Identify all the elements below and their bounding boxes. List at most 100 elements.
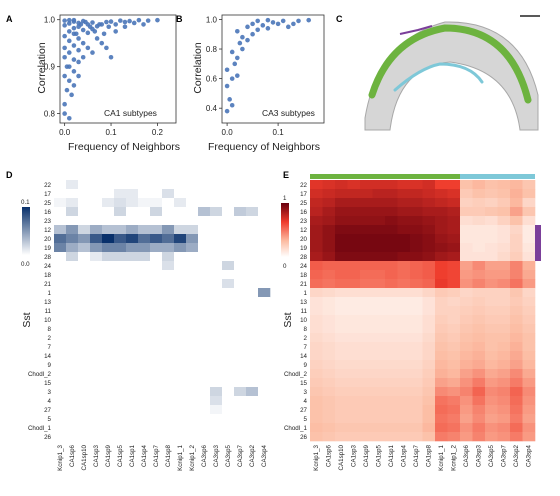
panel-d-cell xyxy=(258,234,271,244)
panel-e-cell xyxy=(510,432,523,442)
panel-e-cell xyxy=(460,279,473,289)
panel-d-cell xyxy=(150,387,163,397)
panel-e-cell xyxy=(497,288,511,298)
panel-d-cell xyxy=(102,387,115,397)
panel-d-cell xyxy=(138,396,151,406)
panel-d-cell xyxy=(102,342,115,352)
panel-e-cell xyxy=(435,396,448,406)
panel-d-cell xyxy=(186,261,199,271)
panel-e-row-label: 21 xyxy=(300,281,307,288)
panel-b-ytick-label: 0.4 xyxy=(206,104,218,113)
panel-d-cell xyxy=(54,279,67,289)
panel-e-row-label: 18 xyxy=(300,272,307,279)
panel-e-cell xyxy=(410,261,423,271)
panel-e-cell xyxy=(385,306,398,316)
panel-e-cell xyxy=(510,423,523,433)
panel-d-cell xyxy=(54,261,67,271)
panel-d-cell xyxy=(210,351,223,361)
panel-d-cell xyxy=(150,414,163,424)
panel-d-cell xyxy=(90,288,103,298)
panel-d-cell xyxy=(198,261,211,271)
panel-b-point xyxy=(291,21,296,27)
panel-d-cell xyxy=(150,405,163,415)
panel-d-cell xyxy=(174,261,187,271)
panel-e-cell xyxy=(447,243,461,253)
panel-d-cell xyxy=(114,414,127,424)
panel-e-cell xyxy=(410,333,423,343)
panel-e-cell xyxy=(322,189,336,199)
panel-d-cell xyxy=(246,306,259,316)
panel-d-cell xyxy=(78,207,91,217)
panel-e-cell xyxy=(510,207,523,217)
panel-d-cell xyxy=(198,387,211,397)
panel-e-cell xyxy=(485,270,498,280)
panel-e-cell xyxy=(472,207,486,217)
panel-d-cell xyxy=(198,297,211,307)
panel-d-cell xyxy=(150,333,163,343)
panel-d-cell xyxy=(198,279,211,289)
panel-d-cell xyxy=(162,252,175,262)
panel-d-cell xyxy=(66,279,79,289)
panel-e-cell xyxy=(385,243,398,253)
panel-d-cell xyxy=(126,387,139,397)
panel-d-cell xyxy=(114,342,127,352)
panel-e-cell xyxy=(347,216,361,226)
panel-e-cell xyxy=(372,234,386,244)
panel-e-cell xyxy=(335,198,348,208)
panel-d-cell xyxy=(90,315,103,325)
panel-e-cell xyxy=(447,432,461,442)
panel-d-cell xyxy=(78,423,91,433)
panel-e-colorbar-bottom: 0 xyxy=(283,263,287,270)
panel-d-cell xyxy=(234,225,247,235)
panel-a-ytick-label: 0.8 xyxy=(44,110,56,119)
panel-d-cell xyxy=(222,252,235,262)
panel-e-cell xyxy=(322,306,336,316)
panel-d-cell xyxy=(114,351,127,361)
panel-d-cell xyxy=(246,342,259,352)
panel-e-cell xyxy=(372,198,386,208)
panel-d-row-label: 23 xyxy=(44,218,51,225)
panel-e-cell xyxy=(372,351,386,361)
panel-e-cell xyxy=(422,360,436,370)
panel-e-cell xyxy=(347,243,361,253)
panel-e-cell xyxy=(360,261,373,271)
panel-e-cell xyxy=(322,198,336,208)
panel-e-cell xyxy=(472,198,486,208)
panel-d-cell xyxy=(90,324,103,334)
panel-e-cell xyxy=(447,207,461,217)
panel-e-cell xyxy=(372,423,386,433)
panel-e-cell xyxy=(472,432,486,442)
panel-d-cell xyxy=(210,252,223,262)
panel-d-cell xyxy=(162,333,175,343)
panel-e-cell xyxy=(310,243,323,253)
panel-e-cell xyxy=(347,189,361,199)
panel-b-point xyxy=(245,24,250,30)
panel-e-cell xyxy=(310,387,323,397)
panel-d-colorbar-bottom: 0.0 xyxy=(21,261,30,268)
panel-e-cell xyxy=(485,315,498,325)
panel-d-cell xyxy=(78,414,91,424)
panel-b-point xyxy=(245,37,250,43)
panel-d-cell xyxy=(102,396,115,406)
panel-e-cell xyxy=(310,333,323,343)
panel-e-cell xyxy=(497,360,511,370)
panel-d-cell xyxy=(210,216,223,226)
panel-a-point xyxy=(62,23,67,28)
panel-e-cell xyxy=(360,189,373,199)
panel-e-cell xyxy=(372,387,386,397)
panel-e-cell xyxy=(435,288,448,298)
panel-d-row-label: 22 xyxy=(44,182,51,189)
panel-e-cell xyxy=(397,216,411,226)
panel-e-cell xyxy=(372,270,386,280)
panel-d-cell xyxy=(210,324,223,334)
panel-d-cell xyxy=(78,225,91,235)
panel-d-cell xyxy=(66,297,79,307)
panel-e-cell xyxy=(360,369,373,379)
panel-e-cell xyxy=(460,198,473,208)
panel-d-cell xyxy=(162,207,175,217)
panel-b-point xyxy=(265,26,271,31)
panel-e-cell xyxy=(460,216,473,226)
panel-d-cell xyxy=(186,234,199,244)
panel-d-cell xyxy=(174,252,187,262)
panel-a-inset-label: CA1 subtypes xyxy=(104,108,157,118)
